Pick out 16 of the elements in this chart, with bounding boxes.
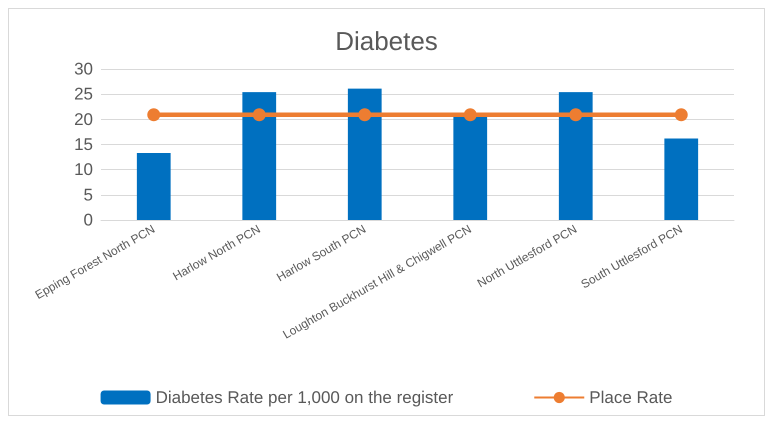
y-tick-label: 20 [74, 110, 93, 129]
chart-title: Diabetes [335, 26, 438, 56]
bar [242, 92, 276, 220]
bar [664, 138, 698, 220]
bar [558, 92, 593, 220]
y-tick-label: 30 [74, 60, 93, 78]
y-tick-label: 0 [84, 210, 93, 230]
y-tick-label: 15 [74, 135, 93, 154]
bar [453, 116, 488, 220]
y-tick-label: 5 [84, 185, 93, 204]
legend-label: Diabetes Rate per 1,000 on the register [156, 388, 454, 407]
bar [348, 88, 382, 220]
y-tick-label: 10 [74, 160, 93, 180]
bar [136, 153, 171, 220]
legend-label: Place Rate [589, 388, 672, 407]
y-tick-label: 25 [74, 84, 93, 104]
